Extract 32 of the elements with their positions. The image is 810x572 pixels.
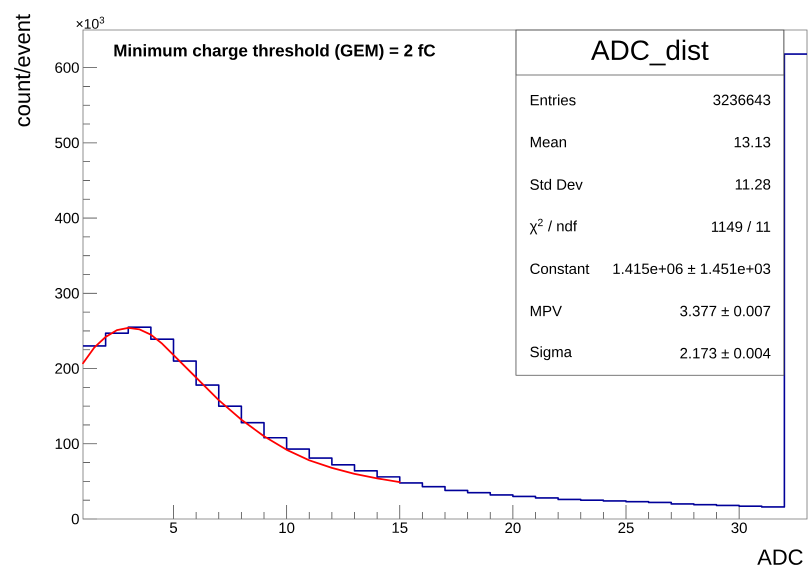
y-tick-label: 300 <box>55 288 79 299</box>
annotation: 11.28 <box>736 179 770 190</box>
annotation: 3.377 ± 0.007 <box>680 306 770 316</box>
x-tick-label: 5 <box>170 522 178 533</box>
x-axis-title: ADC <box>757 549 803 565</box>
annotation: 1149 / 11 <box>712 221 770 232</box>
y-axis-title: count/event <box>14 14 30 126</box>
y-tick-label: 500 <box>55 138 79 148</box>
y-tick-label: 200 <box>55 363 79 374</box>
annotation: Mean <box>530 136 566 148</box>
y-tick-label: 0 <box>72 514 79 524</box>
y-tick-label: 100 <box>56 438 79 450</box>
text: Minimum charge threshold (GEM) = 2 fC <box>114 44 436 60</box>
annotation: Sigma <box>530 346 572 360</box>
annotation: ADC_dist <box>591 40 709 66</box>
y-tick-label: 600 <box>55 62 79 73</box>
annotation: χ$^{2}$ / ndf <box>530 218 578 234</box>
x-tick-label: 25 <box>618 522 634 534</box>
text: ×10$^{3}$ <box>76 16 104 29</box>
annotation: 13.13 <box>734 136 770 148</box>
y-tick-label: 400 <box>54 212 79 224</box>
annotation: 3236643 <box>713 94 770 106</box>
x-tick-label: 10 <box>279 522 294 534</box>
annotation: Entries <box>530 94 576 106</box>
annotation: Constant <box>530 263 590 274</box>
annotation: MPV <box>530 306 562 316</box>
annotation: 2.173 ± 0.004 <box>680 348 770 359</box>
x-tick-label: 30 <box>731 522 747 534</box>
x-tick-label: 20 <box>505 522 521 534</box>
annotation: 1.415e+06 ± 1.451e+03 <box>613 263 770 274</box>
x-tick-label: 15 <box>392 522 408 533</box>
annotation: Std Dev <box>530 178 583 190</box>
